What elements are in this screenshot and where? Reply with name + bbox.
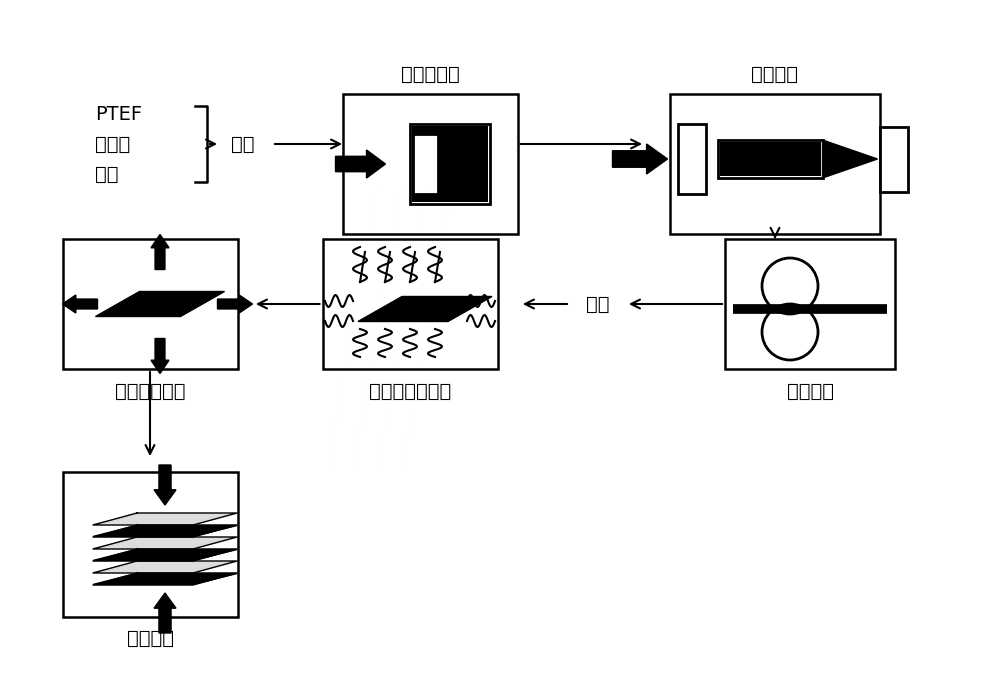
Text: 预压制成型: 预压制成型	[401, 65, 459, 84]
Bar	[678, 124, 706, 194]
Polygon shape	[358, 297, 492, 321]
Polygon shape	[93, 526, 237, 537]
Polygon shape	[93, 514, 237, 524]
Polygon shape	[93, 574, 237, 584]
Polygon shape	[93, 537, 237, 549]
Bar	[342, 94, 518, 234]
Polygon shape	[62, 295, 98, 313]
Bar	[725, 239, 895, 369]
Text: 挤出棒料: 挤出棒料	[752, 65, 798, 84]
Polygon shape	[154, 465, 176, 505]
Text: 拉伸及热处理: 拉伸及热处理	[115, 381, 185, 400]
Text: 压延成膜: 压延成膜	[786, 381, 834, 400]
Bar	[720, 142, 820, 176]
Text: 改性物: 改性物	[95, 135, 130, 154]
Polygon shape	[93, 561, 237, 572]
Polygon shape	[154, 593, 176, 633]
Bar	[322, 239, 498, 369]
Polygon shape	[612, 144, 668, 174]
Bar	[62, 239, 238, 369]
Bar	[718, 140, 822, 178]
Bar	[880, 127, 908, 191]
Polygon shape	[96, 291, 224, 317]
Text: 混匀: 混匀	[231, 135, 255, 154]
Bar	[670, 94, 880, 234]
Text: PTEF: PTEF	[95, 104, 142, 123]
Polygon shape	[151, 235, 169, 270]
Bar	[412, 126, 488, 202]
Polygon shape	[218, 295, 252, 313]
Text: 表面等离子处理: 表面等离子处理	[369, 381, 451, 400]
Bar	[413, 134, 438, 194]
Polygon shape	[336, 150, 386, 178]
Polygon shape	[151, 338, 169, 373]
Polygon shape	[93, 549, 237, 561]
Bar	[62, 472, 238, 617]
Text: 干燥: 干燥	[586, 295, 610, 313]
Text: 层压复合: 层压复合	[126, 629, 174, 648]
Text: 助剂: 助剂	[95, 164, 119, 183]
Bar	[410, 124, 490, 204]
Polygon shape	[822, 140, 878, 178]
